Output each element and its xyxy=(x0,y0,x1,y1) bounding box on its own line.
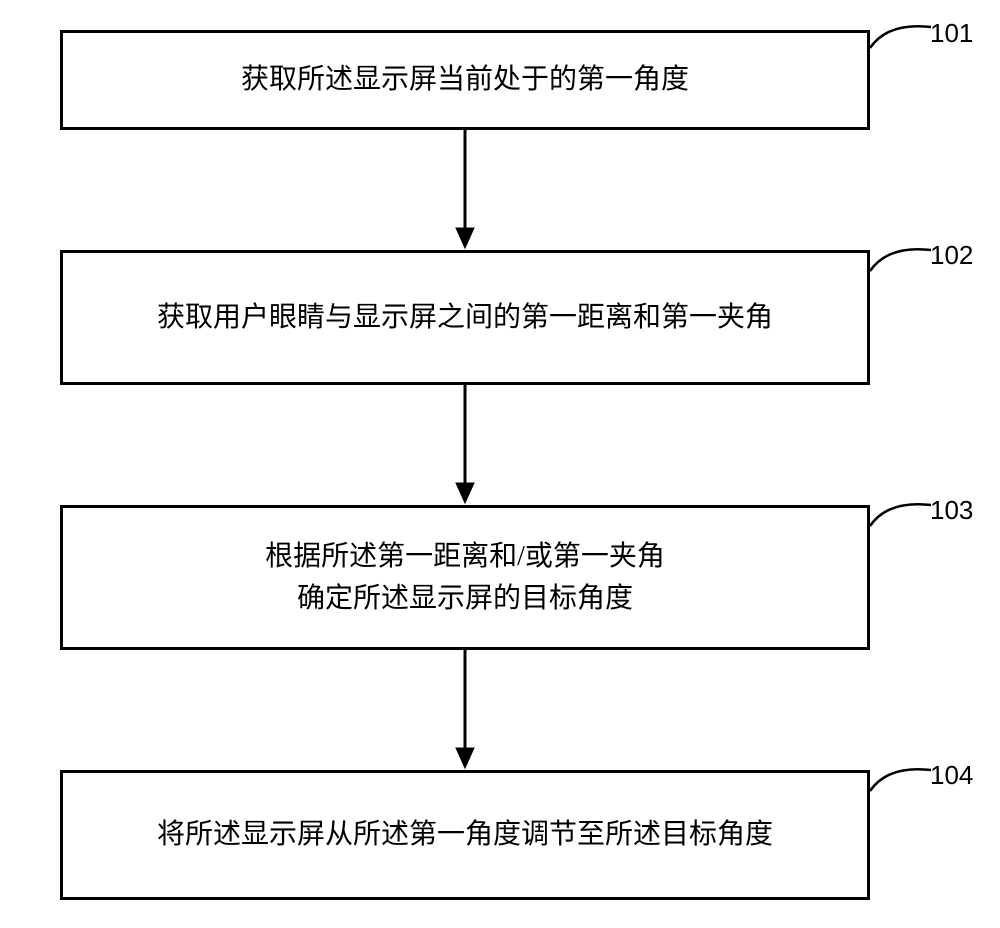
bracket-101 xyxy=(868,22,933,50)
bracket-102 xyxy=(868,245,933,273)
arrow-1 xyxy=(450,130,480,250)
step-label-104: 104 xyxy=(930,760,973,791)
flow-step-102: 获取用户眼睛与显示屏之间的第一距离和第一夹角 xyxy=(60,250,870,385)
step-label-101: 101 xyxy=(930,18,973,49)
arrow-3 xyxy=(450,650,480,770)
bracket-104 xyxy=(868,765,933,793)
flow-step-104: 将所述显示屏从所述第一角度调节至所述目标角度 xyxy=(60,770,870,900)
step-label-103: 103 xyxy=(930,495,973,526)
flow-step-101: 获取所述显示屏当前处于的第一角度 xyxy=(60,30,870,130)
bracket-103 xyxy=(868,500,933,528)
flow-step-103: 根据所述第一距离和/或第一夹角 确定所述显示屏的目标角度 xyxy=(60,505,870,650)
step-label-102: 102 xyxy=(930,240,973,271)
arrow-2 xyxy=(450,385,480,505)
flow-step-101-text: 获取所述显示屏当前处于的第一角度 xyxy=(221,59,709,101)
flow-step-103-text: 根据所述第一距离和/或第一夹角 确定所述显示屏的目标角度 xyxy=(245,536,685,620)
flow-step-102-text: 获取用户眼睛与显示屏之间的第一距离和第一夹角 xyxy=(137,297,793,339)
flow-step-104-text: 将所述显示屏从所述第一角度调节至所述目标角度 xyxy=(137,814,793,856)
flowchart-container: 获取所述显示屏当前处于的第一角度 101 获取用户眼睛与显示屏之间的第一距离和第… xyxy=(0,0,1000,928)
